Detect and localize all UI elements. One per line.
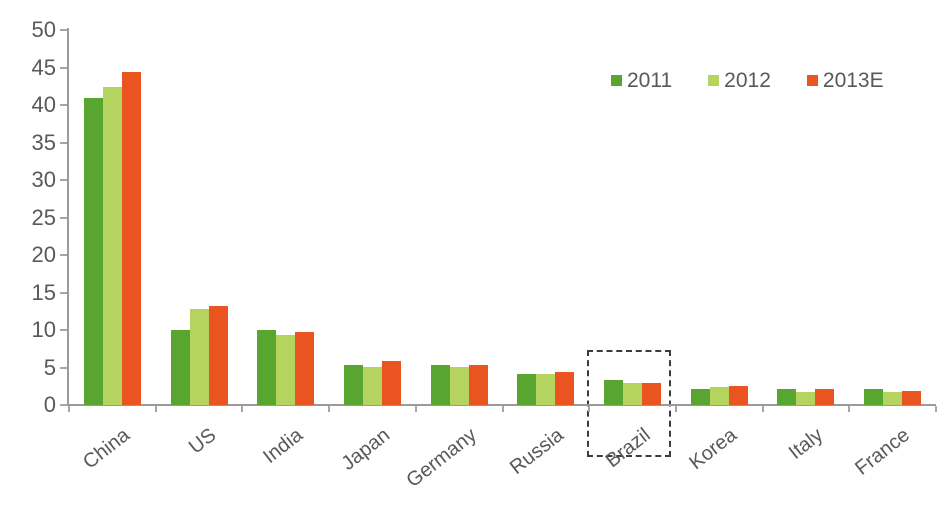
bar-china-2011: [83, 97, 103, 405]
legend-item-2011: 2011: [611, 70, 672, 91]
legend-swatch-2012: [708, 75, 720, 86]
x-axis-line: [67, 404, 936, 406]
bar-russia-2011: [517, 373, 537, 405]
bar-korea-2013e: [728, 385, 748, 405]
x-axis-tick: [848, 406, 851, 412]
y-axis-tick: [60, 404, 67, 406]
bar-korea-2012: [709, 387, 729, 405]
bar-russia-2013e: [555, 372, 575, 405]
legend: 2011 2012 2013E: [611, 70, 884, 91]
y-axis-tick: [60, 66, 67, 69]
y-tick-label: 30: [31, 167, 56, 192]
bar-us-2012: [189, 309, 209, 405]
bar-us-2011: [170, 330, 190, 405]
y-axis-line: [67, 28, 69, 406]
x-axis-tick: [154, 406, 157, 412]
x-axis-tick: [241, 406, 244, 412]
bar-brazil-2012: [623, 383, 643, 405]
y-axis-tick: [60, 366, 67, 369]
bar-germany-2011: [430, 364, 450, 405]
category-label-russia: Russia: [505, 424, 568, 479]
legend-swatch-2013e: [806, 75, 818, 86]
bar-brazil-2011: [604, 380, 624, 405]
y-tick-label: 50: [31, 17, 56, 42]
y-tick-label: 40: [31, 92, 56, 117]
category-label-france: France: [851, 424, 915, 480]
x-axis-tick: [68, 406, 70, 412]
y-tick-label: 10: [31, 317, 56, 342]
category-label-india: India: [259, 424, 308, 469]
brazil-highlight-box: [587, 350, 671, 457]
x-axis-tick: [501, 406, 504, 412]
legend-label-2013e: 2013E: [822, 69, 884, 92]
bar-germany-2013e: [468, 364, 488, 405]
category-label-us: US: [185, 424, 221, 459]
bar-france-2013e: [902, 390, 922, 405]
bar-china-2013e: [121, 72, 141, 405]
y-axis-tick: [60, 254, 67, 256]
legend-label-2011: 2011: [627, 69, 673, 92]
bar-india-2011: [257, 330, 277, 405]
legend-swatch-2011: [611, 75, 622, 86]
bar-india-2012: [276, 334, 296, 405]
y-tick-label: 5: [43, 354, 56, 380]
category-label-china: China: [79, 424, 134, 474]
bar-italy-2011: [777, 389, 797, 405]
y-axis-tick: [60, 291, 67, 294]
y-axis-tick: [60, 29, 67, 31]
bar-germany-2012: [449, 366, 469, 405]
y-axis-tick: [60, 329, 67, 331]
bar-korea-2011: [690, 388, 710, 405]
bar-china-2012: [102, 87, 122, 405]
bar-france-2012: [883, 391, 903, 405]
y-tick-label: 45: [31, 54, 56, 80]
x-axis-tick: [414, 406, 417, 412]
x-axis-tick: [674, 406, 677, 412]
category-label-italy: Italy: [785, 424, 828, 464]
category-label-japan: Japan: [337, 424, 394, 475]
category-label-korea: Korea: [685, 424, 741, 475]
y-tick-label: 0: [43, 392, 56, 417]
bar-india-2013e: [295, 331, 315, 405]
y-axis-tick: [60, 216, 67, 219]
legend-item-2012: 2012: [708, 70, 771, 91]
bar-russia-2012: [536, 374, 556, 405]
bar-france-2011: [864, 389, 884, 405]
y-tick-label: 20: [31, 242, 56, 267]
bar-italy-2012: [796, 391, 816, 405]
x-axis-tick: [328, 406, 331, 412]
bar-japan-2011: [343, 364, 363, 405]
bar-us-2013e: [208, 306, 228, 405]
legend-item-2013e: 2013E: [806, 69, 884, 92]
y-tick-label: 25: [31, 204, 56, 230]
x-axis-tick: [761, 406, 764, 412]
bar-japan-2013e: [381, 360, 401, 405]
bar-brazil-2013e: [642, 383, 662, 405]
y-tick-label: 35: [31, 129, 56, 155]
legend-label-2012: 2012: [724, 69, 771, 92]
y-tick-label: 15: [31, 279, 56, 305]
x-axis-tick: [935, 406, 937, 412]
category-label-germany: Germany: [402, 424, 481, 492]
y-axis-tick: [60, 104, 67, 106]
y-axis-tick: [60, 179, 67, 181]
bar-japan-2012: [362, 366, 382, 405]
x-axis-tick: [588, 406, 591, 412]
y-axis-tick: [60, 141, 67, 144]
bar-italy-2013e: [815, 389, 835, 405]
